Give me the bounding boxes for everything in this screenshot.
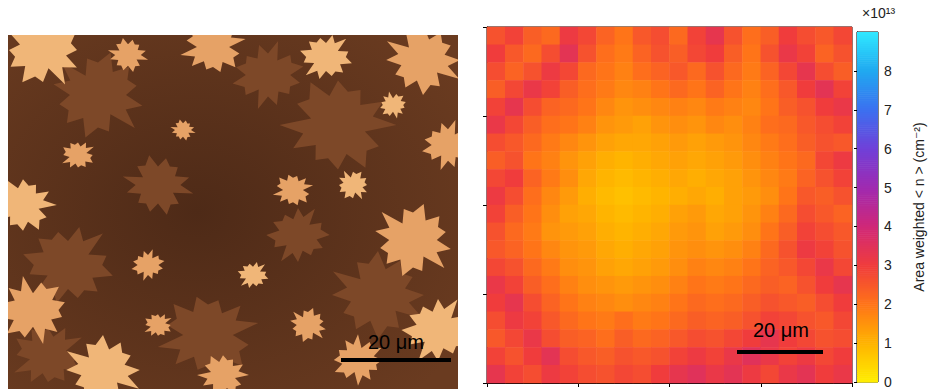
svg-text:0: 0 <box>884 374 892 389</box>
svg-text:3: 3 <box>884 257 892 273</box>
svg-text:20 μm: 20 μm <box>753 319 809 341</box>
svg-text:×10¹³: ×10¹³ <box>862 5 895 21</box>
svg-text:4: 4 <box>884 218 892 234</box>
svg-text:7: 7 <box>884 102 892 118</box>
svg-text:1: 1 <box>884 335 892 351</box>
svg-text:8: 8 <box>884 63 892 79</box>
svg-text:Area weighted < n > (cm⁻²): Area weighted < n > (cm⁻²) <box>911 122 927 291</box>
svg-text:6: 6 <box>884 141 892 157</box>
svg-text:2: 2 <box>884 296 892 312</box>
svg-text:5: 5 <box>884 180 892 196</box>
svg-text:20 μm: 20 μm <box>368 331 424 353</box>
